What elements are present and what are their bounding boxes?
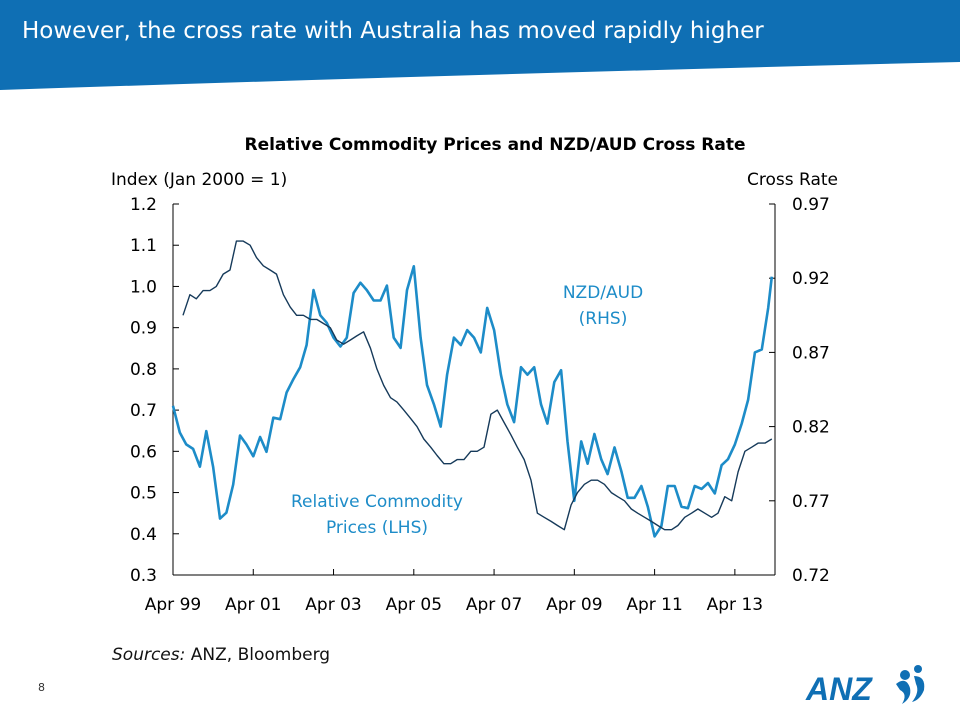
right-axis-tick-label: 0.97 [792,195,830,215]
nzd-aud-series-label: NZD/AUD [563,283,643,303]
left-axis-label: Index (Jan 2000 = 1) [111,170,287,190]
nzd-aud-series-label: (RHS) [579,309,628,329]
commodity-series-label: Relative Commodity [291,492,463,512]
x-axis-tick-label: Apr 11 [626,595,682,615]
x-axis-tick-label: Apr 03 [305,595,361,615]
header-banner [0,0,960,90]
header-banner-shape [0,0,960,90]
x-axis-tick-label: Apr 99 [145,595,201,615]
left-axis-tick-label: 0.8 [130,360,157,380]
left-axis-tick-label: 0.3 [130,566,157,586]
right-axis-tick-label: 0.82 [792,418,830,438]
left-axis-tick-label: 0.5 [130,484,157,504]
left-axis-tick-label: 0.7 [130,401,157,421]
chart-title: Relative Commodity Prices and NZD/AUD Cr… [244,135,745,155]
left-axis-tick-label: 0.6 [130,442,157,462]
x-axis-tick-label: Apr 09 [546,595,602,615]
right-axis-tick-label: 0.87 [792,343,830,363]
commodity-prices-line [182,240,773,531]
sources-text: ANZ, Bloomberg [190,645,331,665]
left-axis-tick-label: 0.4 [130,525,157,545]
x-axis-tick-label: Apr 07 [466,595,522,615]
left-axis-tick-label: 1.1 [130,236,157,256]
x-axis-tick-label: Apr 05 [386,595,442,615]
sources-note: Sources: ANZ, Bloomberg [112,645,330,665]
left-axis-tick-label: 1.2 [130,195,157,215]
left-axis-tick-label: 1.0 [130,277,157,297]
commodity-series-label: Prices (LHS) [326,518,428,538]
x-axis-tick-label: Apr 01 [225,595,281,615]
logo-figures-icon [896,665,925,704]
right-axis-tick-label: 0.77 [792,492,830,512]
right-axis-label: Cross Rate [747,170,838,190]
slide-title: However, the cross rate with Australia h… [22,18,764,44]
sources-label: Sources: [112,645,186,665]
right-axis-tick-label: 0.72 [792,566,830,586]
left-axis-tick-label: 0.9 [130,319,157,339]
x-axis-tick-label: Apr 13 [707,595,763,615]
nzd-aud-line [171,264,774,538]
anz-logo: ANZ [805,665,925,707]
logo-wordmark: ANZ [805,671,873,707]
page-number: 8 [38,681,45,694]
right-axis-tick-label: 0.92 [792,269,830,289]
